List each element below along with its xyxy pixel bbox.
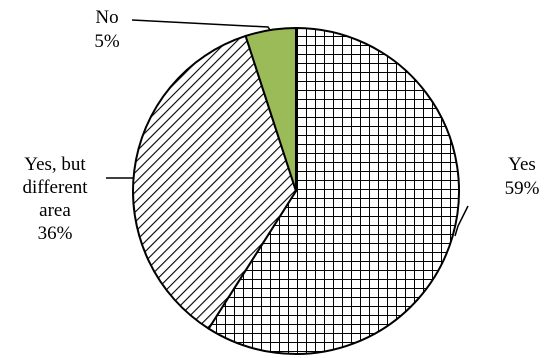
slice-value-label: 59% — [505, 178, 540, 199]
pie-slice-yes — [207, 27, 460, 355]
slice-value-label: 36% — [38, 223, 73, 244]
slice-name-label: different — [22, 177, 88, 198]
leader-line — [454, 205, 469, 237]
slice-name-label: Yes — [508, 154, 536, 175]
slice-value-label: 5% — [94, 31, 120, 52]
pie-slice-yes-but-different-area — [132, 34, 297, 330]
leader-line — [131, 19, 271, 31]
slice-name-label: No — [95, 7, 118, 28]
slice-labels: Yes 59% Yes, but different area 36% No 5% — [22, 7, 539, 244]
slice-label: No 5% — [94, 7, 120, 52]
pie-slices — [132, 27, 460, 355]
slice-name-label: area — [39, 200, 71, 221]
slice-label: Yes, but different area 36% — [22, 154, 88, 244]
slice-label: Yes 59% — [505, 154, 540, 199]
slice-name-label: Yes, but — [24, 154, 86, 175]
leader-lines — [106, 19, 469, 237]
pie-slice-no — [244, 27, 297, 192]
